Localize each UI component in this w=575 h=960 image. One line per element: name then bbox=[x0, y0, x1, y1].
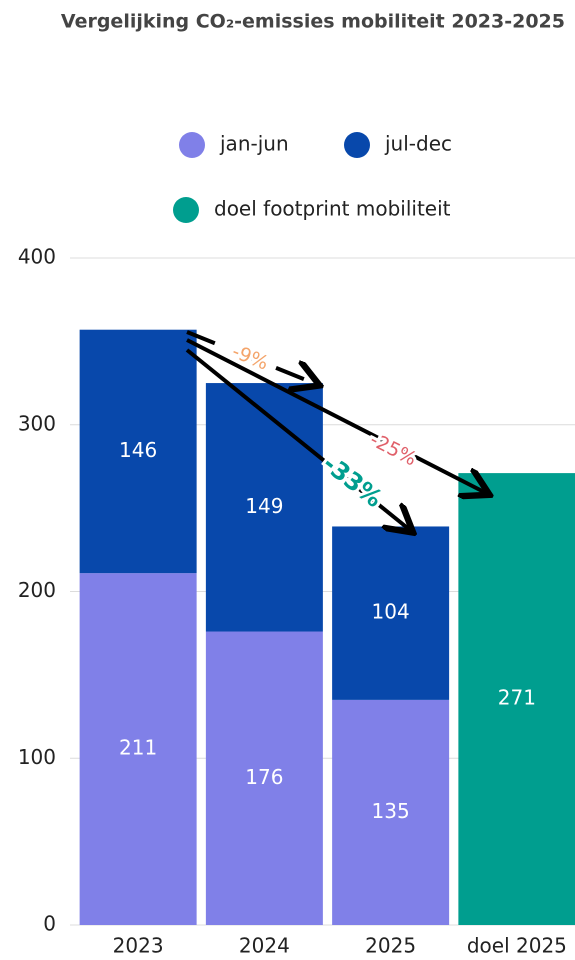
bar-segment bbox=[458, 473, 575, 925]
arrows bbox=[185, 330, 486, 530]
y-tick-label: 200 bbox=[18, 578, 56, 602]
data-label: 176 bbox=[245, 765, 283, 789]
chart-title: Vergelijking CO₂-emissies mobiliteit 202… bbox=[61, 11, 565, 33]
data-label: 146 bbox=[119, 438, 157, 462]
annotation: -9% bbox=[229, 340, 272, 374]
bar-segment bbox=[205, 383, 323, 632]
arrow bbox=[186, 330, 316, 384]
data-label: 135 bbox=[372, 799, 410, 823]
x-tick-label: 2025 bbox=[365, 934, 416, 958]
y-tick-label: 0 bbox=[43, 912, 56, 936]
legend-swatch bbox=[173, 197, 199, 223]
x-tick-label: 2024 bbox=[239, 934, 290, 958]
data-label: 104 bbox=[372, 600, 410, 624]
data-label: 211 bbox=[119, 736, 157, 760]
legend-label: jul-dec bbox=[384, 132, 452, 156]
annotation: -33% bbox=[317, 449, 387, 513]
plot: 0 100 200 300 400 jan-jun jul-dec doel footprin… bbox=[18, 132, 575, 958]
y-tick-label: 300 bbox=[18, 411, 56, 435]
legend-swatch bbox=[344, 132, 370, 158]
legend-swatch bbox=[179, 132, 205, 158]
y-tick-label: 100 bbox=[18, 745, 56, 769]
arrow bbox=[186, 338, 486, 493]
arrow bbox=[185, 348, 410, 530]
bar-segment bbox=[332, 699, 450, 925]
data-label: 149 bbox=[245, 494, 283, 518]
bar-segment bbox=[79, 573, 197, 925]
data-label: 271 bbox=[498, 686, 536, 710]
legend-label: doel footprint mobiliteit bbox=[214, 197, 451, 221]
bar-segment bbox=[79, 329, 197, 574]
x-tick-label: 2023 bbox=[113, 934, 164, 958]
bar-segment bbox=[205, 631, 323, 925]
bar-segment bbox=[332, 526, 450, 700]
legend-label: jan-jun bbox=[219, 132, 289, 156]
x-tick-label: doel 2025 bbox=[467, 934, 567, 958]
annotation: -25% bbox=[366, 429, 420, 471]
y-tick-label: 400 bbox=[18, 245, 56, 269]
